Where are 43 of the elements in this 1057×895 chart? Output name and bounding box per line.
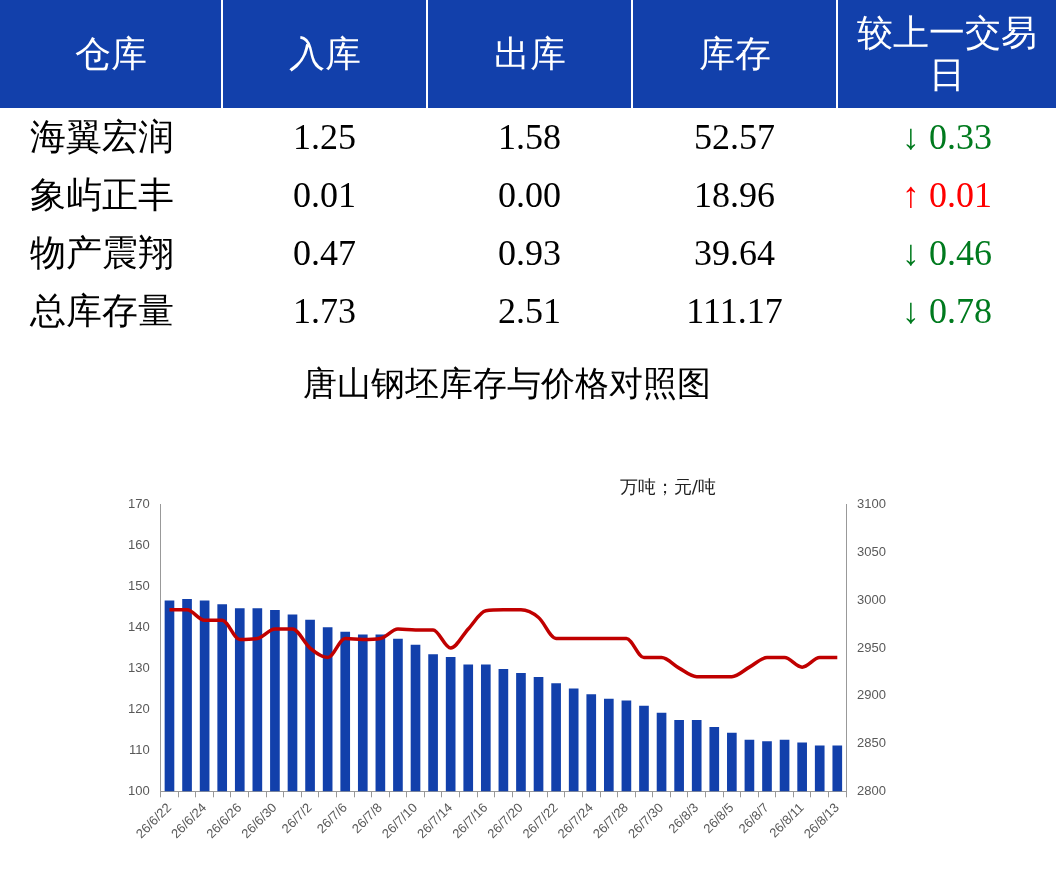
text: 1.25 <box>293 117 356 157</box>
text: ↓ 0.33 <box>902 117 992 157</box>
text: 2.51 <box>498 291 561 331</box>
text: 52.57 <box>694 117 775 157</box>
text: 0.47 <box>293 233 356 273</box>
y-tick-label: 120 <box>127 701 150 717</box>
category-label: 出库 <box>427 0 632 108</box>
y-tick-label: 110 <box>128 741 150 757</box>
text: 万吨；元/吨 <box>619 475 716 497</box>
text: 39.64 <box>694 233 775 273</box>
y2-tick-label: 2900 <box>857 687 886 703</box>
text: 111.17 <box>686 291 783 331</box>
y-tick-label: 100 <box>127 782 150 798</box>
y-tick-label: 160 <box>127 537 150 553</box>
text: 仓库 <box>0 0 222 108</box>
category-label: 物产震翔 <box>30 231 174 273</box>
y2-tick-label: 2800 <box>857 782 886 798</box>
y-tick-label: 170 <box>127 496 150 512</box>
text: 18.96 <box>694 175 775 215</box>
text: ↓ 0.46 <box>902 233 992 273</box>
category-label: 海翼宏润 <box>30 115 174 157</box>
y-tick-label: 130 <box>127 660 150 676</box>
category-label: 库存 <box>632 0 837 108</box>
chart-title: 唐山钢坯库存与价格对照图 <box>303 363 711 404</box>
text: ↑ 0.01 <box>902 175 992 215</box>
category-label: 入库 <box>222 0 427 108</box>
y2-tick-label: 3000 <box>857 591 886 607</box>
y-tick-label: 150 <box>127 578 150 594</box>
category-label: 象屿正丰 <box>30 173 174 215</box>
text: 0.01 <box>293 175 356 215</box>
text: 1.73 <box>293 291 356 331</box>
line-series <box>167 608 840 679</box>
text: ↓ 0.78 <box>902 291 992 331</box>
y2-tick-label: 2850 <box>857 735 886 751</box>
y2-tick-label: 3050 <box>857 544 886 560</box>
category-label: 总库存量 <box>30 289 174 331</box>
category-label: 较上一交易日 <box>837 0 1057 108</box>
text: 0.00 <box>498 175 561 215</box>
text: 0.93 <box>498 233 561 273</box>
y2-tick-label: 3100 <box>857 496 886 512</box>
text: 1.58 <box>498 117 561 157</box>
y-tick-label: 140 <box>127 619 150 635</box>
y2-tick-label: 2950 <box>857 639 886 655</box>
